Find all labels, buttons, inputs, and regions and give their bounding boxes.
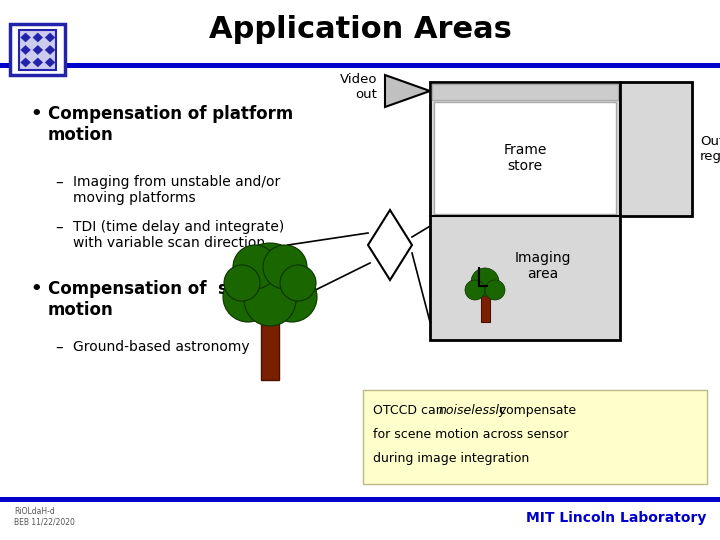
Polygon shape bbox=[33, 58, 42, 67]
Polygon shape bbox=[45, 45, 55, 55]
Bar bbox=[0, 63, 720, 68]
Circle shape bbox=[223, 272, 273, 322]
Polygon shape bbox=[368, 210, 412, 280]
Text: noiselessly: noiselessly bbox=[439, 404, 508, 417]
Polygon shape bbox=[385, 75, 430, 107]
Text: Imaging from unstable and/or
moving platforms: Imaging from unstable and/or moving plat… bbox=[73, 175, 280, 205]
Text: for scene motion across sensor: for scene motion across sensor bbox=[373, 428, 568, 441]
Circle shape bbox=[267, 272, 317, 322]
Text: TDI (time delay and integrate)
with variable scan direction: TDI (time delay and integrate) with vari… bbox=[73, 220, 284, 250]
Bar bbox=[432, 84, 618, 100]
Circle shape bbox=[263, 245, 307, 289]
Text: OTCCD can: OTCCD can bbox=[373, 404, 448, 417]
Text: Compensation of  scene
motion: Compensation of scene motion bbox=[48, 280, 272, 319]
Text: Application Areas: Application Areas bbox=[209, 16, 511, 44]
Bar bbox=[620, 82, 692, 216]
Polygon shape bbox=[21, 33, 30, 42]
Circle shape bbox=[224, 265, 260, 301]
Text: Imaging
area: Imaging area bbox=[515, 251, 571, 281]
Bar bbox=[434, 102, 616, 214]
FancyBboxPatch shape bbox=[19, 30, 56, 70]
Circle shape bbox=[485, 280, 505, 300]
Text: Output
register: Output register bbox=[700, 135, 720, 163]
Text: Ground-based astronomy: Ground-based astronomy bbox=[73, 340, 250, 354]
Circle shape bbox=[244, 274, 296, 326]
Circle shape bbox=[465, 280, 485, 300]
FancyBboxPatch shape bbox=[363, 390, 707, 484]
Polygon shape bbox=[33, 33, 42, 42]
Bar bbox=[0, 497, 720, 502]
Text: Compensation of platform
motion: Compensation of platform motion bbox=[48, 105, 293, 144]
Polygon shape bbox=[45, 58, 55, 67]
Circle shape bbox=[280, 265, 316, 301]
Bar bbox=[261, 305, 279, 380]
Polygon shape bbox=[21, 58, 30, 67]
Text: Frame
store: Frame store bbox=[503, 143, 546, 173]
Text: MIT Lincoln Laboratory: MIT Lincoln Laboratory bbox=[526, 511, 706, 525]
Text: during image integration: during image integration bbox=[373, 452, 529, 465]
Polygon shape bbox=[21, 45, 30, 55]
Circle shape bbox=[471, 268, 499, 296]
Text: compensate: compensate bbox=[495, 404, 576, 417]
Text: BEB 11/22/2020: BEB 11/22/2020 bbox=[14, 517, 75, 526]
Circle shape bbox=[233, 245, 277, 289]
Circle shape bbox=[236, 243, 304, 311]
Polygon shape bbox=[45, 33, 55, 42]
Text: –: – bbox=[55, 340, 63, 355]
Text: –: – bbox=[55, 175, 63, 190]
Text: •: • bbox=[30, 280, 42, 298]
Text: –: – bbox=[55, 220, 63, 235]
Bar bbox=[481, 294, 490, 322]
Polygon shape bbox=[33, 45, 42, 55]
Text: RiOLdaH-d: RiOLdaH-d bbox=[14, 508, 55, 516]
Bar bbox=[430, 82, 620, 340]
FancyBboxPatch shape bbox=[10, 24, 66, 76]
Text: •: • bbox=[30, 105, 42, 123]
Text: Video
out: Video out bbox=[340, 73, 377, 101]
